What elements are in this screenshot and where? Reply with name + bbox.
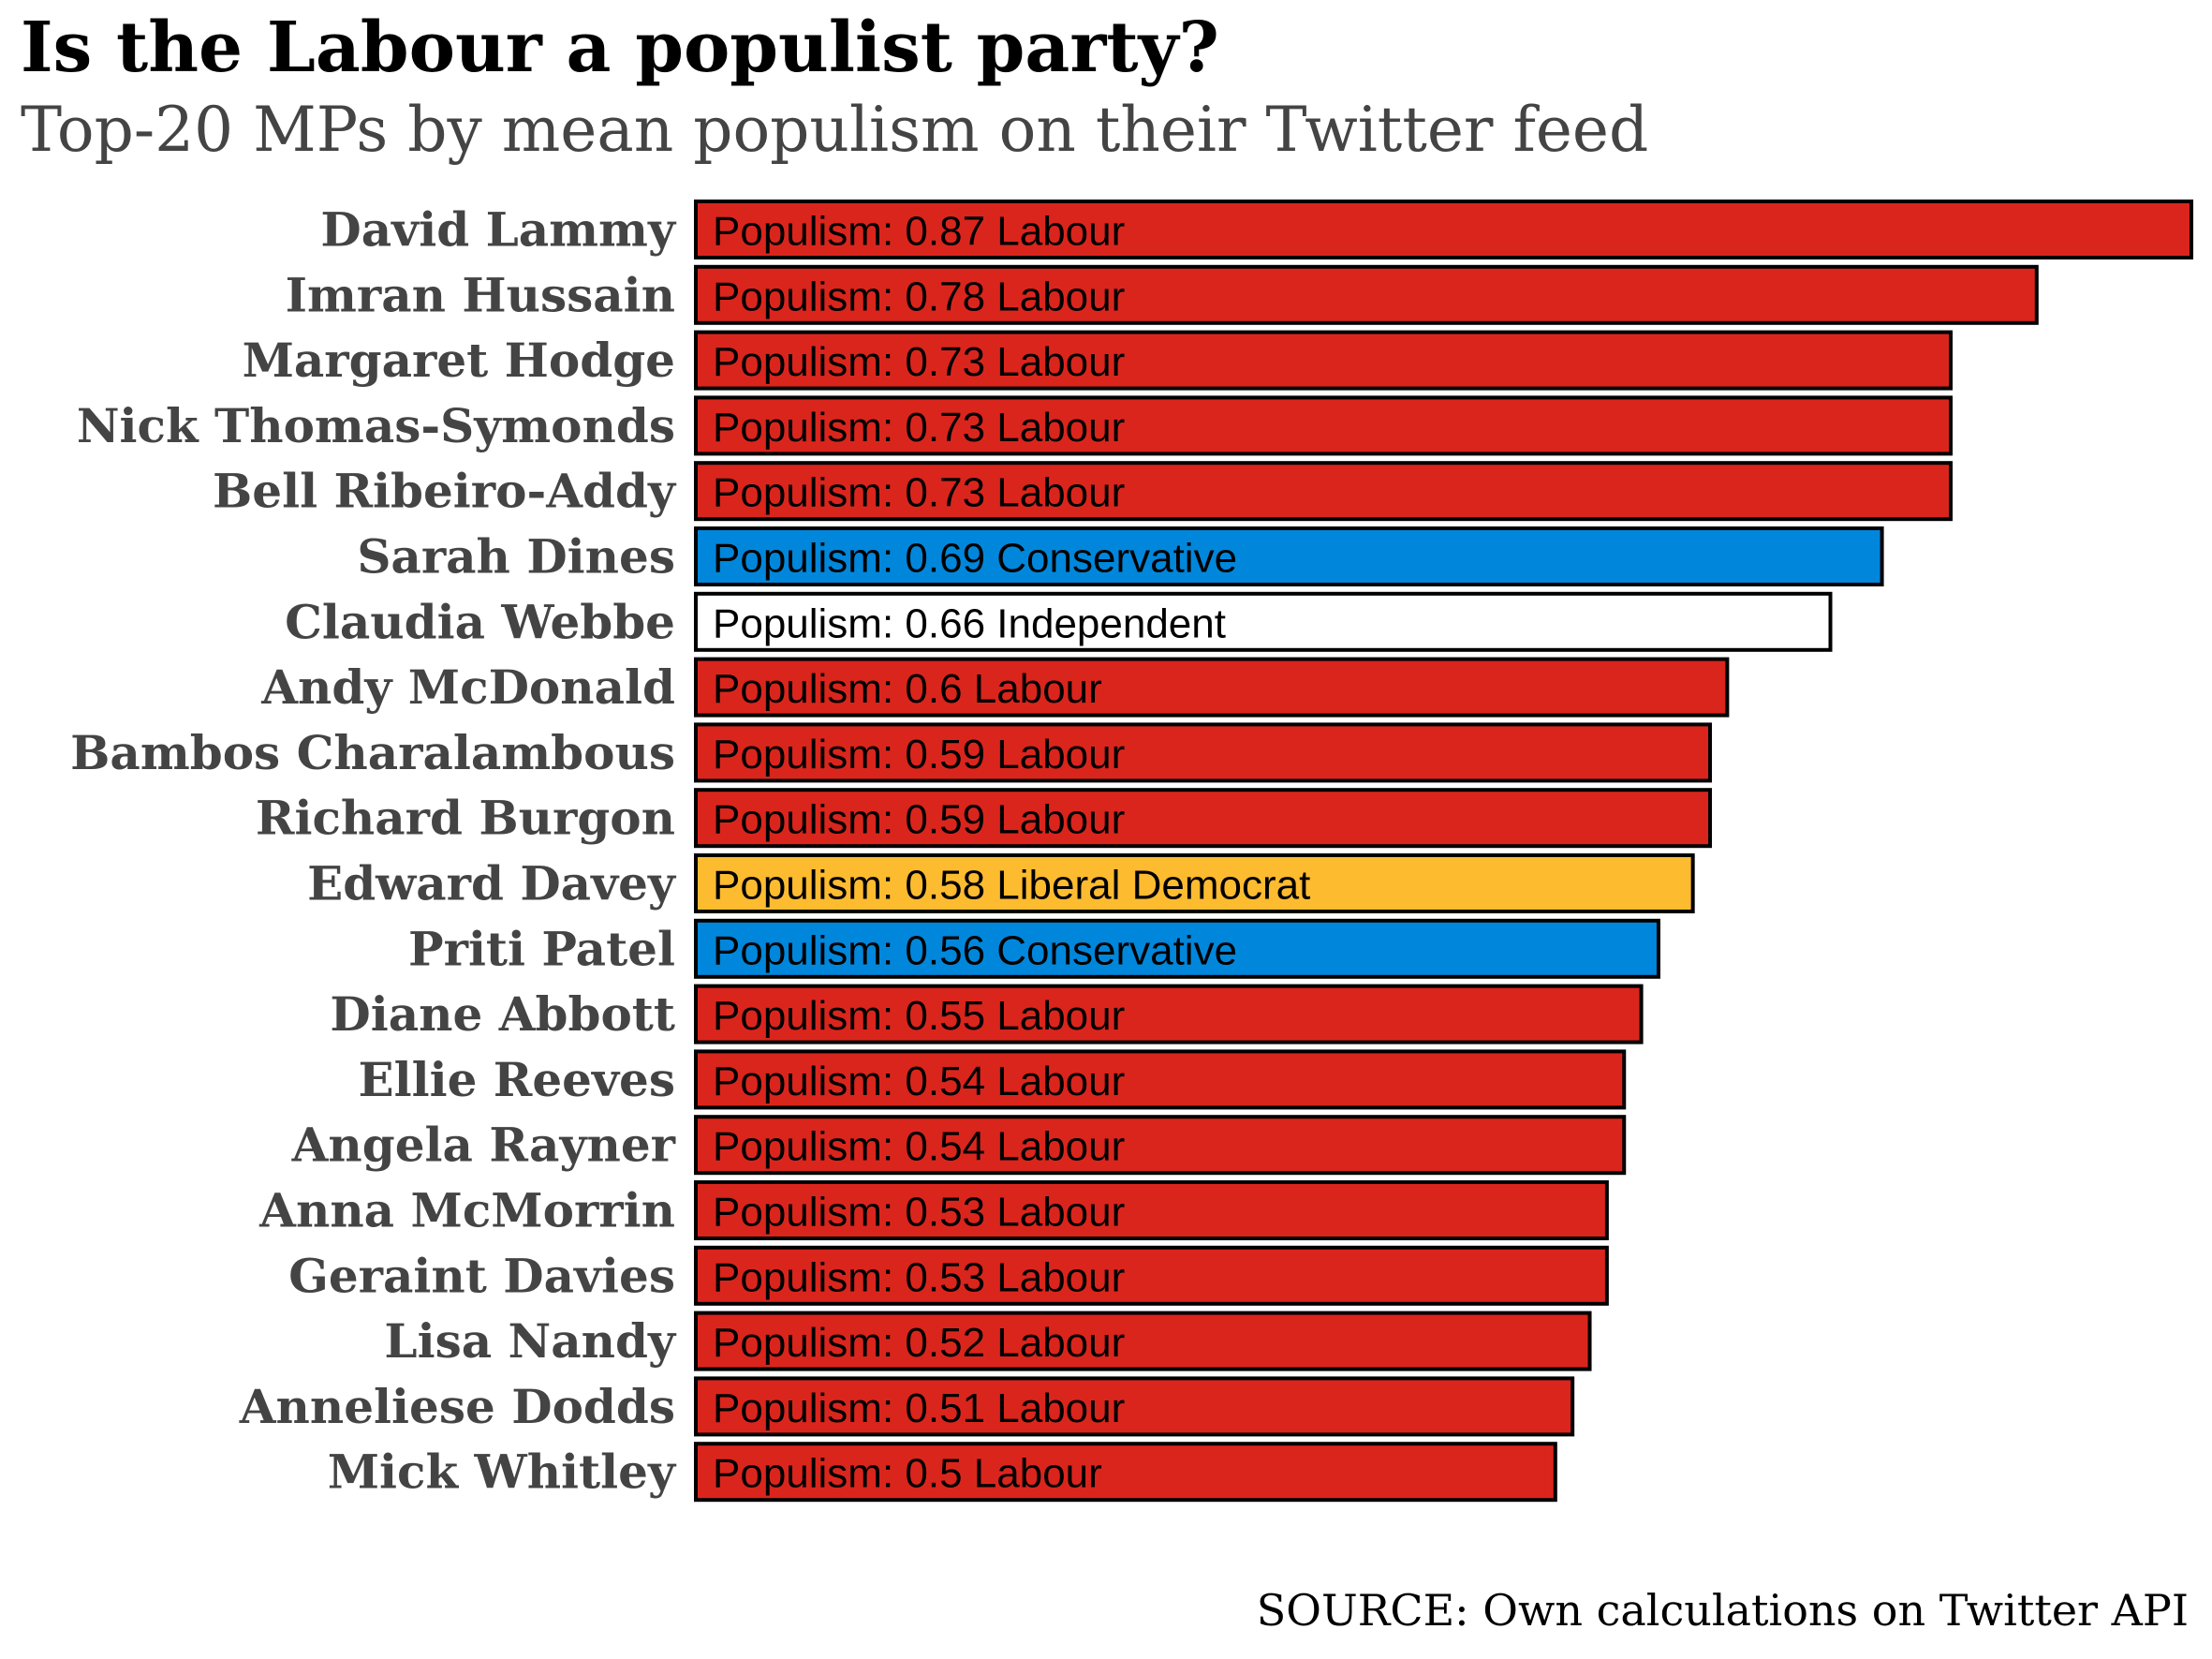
bar xyxy=(694,591,1833,652)
bar xyxy=(694,461,1954,522)
source-note: SOURCE: Own calculations on Twitter API xyxy=(1256,1585,2189,1636)
bar xyxy=(694,200,2193,259)
category-label: Richard Burgon xyxy=(256,791,675,846)
bar xyxy=(694,1376,1575,1437)
bar xyxy=(694,330,1954,391)
bar xyxy=(694,1180,1609,1240)
data-label: Populism: 0.52 Labour xyxy=(713,1320,1125,1366)
category-label: Angela Rayner xyxy=(291,1118,676,1173)
category-label: Ellie Reeves xyxy=(358,1052,675,1107)
bar xyxy=(694,1115,1627,1176)
data-label: Populism: 0.53 Labour xyxy=(713,1254,1125,1300)
data-label: Populism: 0.51 Labour xyxy=(713,1385,1125,1431)
category-label: Andy McDonald xyxy=(260,659,675,715)
data-label: Populism: 0.69 Conservative xyxy=(713,536,1237,582)
category-label: Sarah Dines xyxy=(357,529,675,585)
category-label: Claudia Webbe xyxy=(285,594,675,649)
category-label: Bambos Charalambous xyxy=(70,725,675,780)
bar xyxy=(694,395,1954,456)
data-label: Populism: 0.59 Labour xyxy=(713,797,1125,843)
category-label: Bell Ribeiro-Addy xyxy=(213,464,677,519)
category-label: Margaret Hodge xyxy=(243,333,675,388)
category-label: Lisa Nandy xyxy=(384,1313,677,1369)
data-label: Populism: 0.66 Independent xyxy=(713,600,1226,646)
data-label: Populism: 0.53 Labour xyxy=(713,1190,1125,1236)
category-label: Mick Whitley xyxy=(328,1444,677,1500)
category-label: David Lammy xyxy=(320,202,677,258)
data-label: Populism: 0.56 Conservative xyxy=(713,927,1237,973)
bar xyxy=(694,853,1695,913)
bar xyxy=(694,984,1644,1044)
bar xyxy=(694,722,1713,783)
data-label: Populism: 0.58 Liberal Democrat xyxy=(713,863,1310,909)
bar xyxy=(694,264,2039,325)
category-label: Nick Thomas-Symonds xyxy=(77,398,675,453)
data-label: Populism: 0.54 Labour xyxy=(713,1059,1125,1104)
category-label: Geraint Davies xyxy=(288,1248,675,1303)
bar xyxy=(694,788,1713,849)
data-label: Populism: 0.59 Labour xyxy=(713,732,1125,778)
bar xyxy=(694,657,1730,718)
bar xyxy=(694,1049,1627,1110)
category-label: Anna McMorrin xyxy=(258,1183,675,1238)
data-label: Populism: 0.87 Labour xyxy=(713,209,1125,255)
data-label: Populism: 0.54 Labour xyxy=(713,1124,1125,1170)
data-label: Populism: 0.55 Labour xyxy=(713,993,1125,1039)
chart-subtitle: Top-20 MPs by mean populism on their Twi… xyxy=(21,94,1649,166)
data-label: Populism: 0.78 Labour xyxy=(713,274,1125,319)
category-label: Anneliese Dodds xyxy=(239,1379,675,1434)
data-label: Populism: 0.6 Labour xyxy=(713,666,1102,712)
bar xyxy=(694,1442,1557,1503)
category-label: Imran Hussain xyxy=(286,267,675,322)
bar xyxy=(694,918,1660,979)
bar xyxy=(694,526,1884,586)
category-label: Diane Abbott xyxy=(330,986,675,1042)
category-label: Edward Davey xyxy=(307,856,677,911)
category-label: Priti Patel xyxy=(408,921,675,976)
chart-title: Is the Labour a populist party? xyxy=(21,7,1219,88)
bar xyxy=(694,1245,1609,1306)
data-label: Populism: 0.73 Labour xyxy=(713,470,1125,516)
data-label: Populism: 0.5 Labour xyxy=(713,1451,1102,1497)
data-label: Populism: 0.73 Labour xyxy=(713,339,1125,385)
bar xyxy=(694,1311,1592,1371)
data-label: Populism: 0.73 Labour xyxy=(713,405,1125,451)
